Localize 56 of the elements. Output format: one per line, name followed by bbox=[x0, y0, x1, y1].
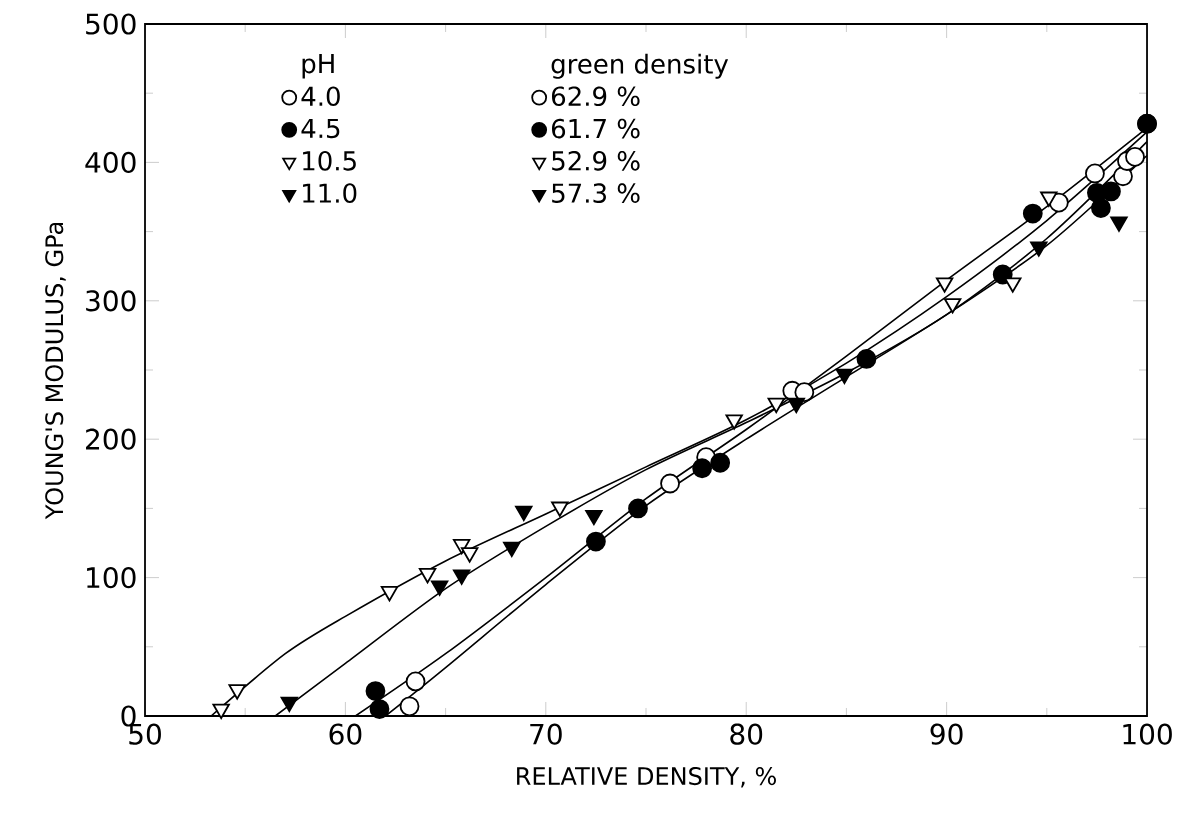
y-tick-label: 100 bbox=[87, 566, 136, 589]
point bbox=[586, 531, 606, 552]
point bbox=[1030, 241, 1048, 257]
point bbox=[1085, 163, 1105, 184]
point bbox=[452, 569, 471, 585]
legend-label: 11.0 bbox=[303, 183, 357, 203]
point bbox=[1125, 146, 1145, 167]
x-tick-label: 90 bbox=[930, 723, 963, 745]
legend-label: 4.5 bbox=[301, 118, 340, 139]
annotation: green density bbox=[551, 53, 729, 79]
point bbox=[835, 368, 854, 385]
point bbox=[380, 586, 399, 602]
point bbox=[503, 541, 521, 558]
point bbox=[1022, 203, 1043, 224]
point bbox=[515, 505, 533, 522]
x-tick-label: 60 bbox=[329, 723, 362, 745]
annotation: 62.9 % bbox=[551, 86, 640, 107]
x-axis-title: RELATIVE DENSITY, % bbox=[517, 766, 776, 788]
point bbox=[430, 580, 449, 596]
y-axis-title: YOUNG'S MODULUS, GPa bbox=[45, 222, 66, 520]
point bbox=[460, 547, 479, 563]
point bbox=[725, 414, 743, 430]
x-tick-label: 100 bbox=[1123, 723, 1172, 745]
annotation: 57.3 % bbox=[552, 183, 640, 203]
y-tick-label: 300 bbox=[86, 290, 136, 312]
point bbox=[794, 382, 815, 403]
legend-label: 4.0 bbox=[301, 86, 340, 107]
point bbox=[418, 568, 437, 584]
point bbox=[935, 277, 954, 293]
y-tick-label: 400 bbox=[85, 151, 136, 173]
point bbox=[1110, 216, 1128, 232]
legend-label: 10.5 bbox=[303, 151, 356, 171]
point bbox=[551, 501, 569, 517]
point bbox=[1091, 198, 1111, 218]
point bbox=[856, 349, 877, 369]
point bbox=[943, 298, 962, 314]
point bbox=[787, 397, 805, 414]
point bbox=[1004, 277, 1022, 293]
x-tick-label: 70 bbox=[530, 723, 562, 745]
y-tick-label: 500 bbox=[86, 13, 136, 35]
point bbox=[1101, 181, 1121, 202]
point bbox=[585, 509, 603, 526]
annotation: 52.9 % bbox=[552, 151, 640, 171]
legend-title: pH bbox=[302, 54, 334, 79]
point bbox=[280, 696, 298, 713]
point bbox=[212, 703, 230, 719]
point bbox=[692, 458, 713, 479]
point bbox=[1040, 191, 1058, 207]
y-tick-label: 200 bbox=[86, 428, 136, 450]
x-tick-label: 80 bbox=[730, 723, 763, 745]
point bbox=[710, 452, 731, 473]
annotation: 61.7 % bbox=[551, 118, 640, 139]
point bbox=[660, 473, 680, 494]
point bbox=[228, 684, 246, 700]
point bbox=[767, 397, 785, 414]
point bbox=[628, 498, 648, 519]
